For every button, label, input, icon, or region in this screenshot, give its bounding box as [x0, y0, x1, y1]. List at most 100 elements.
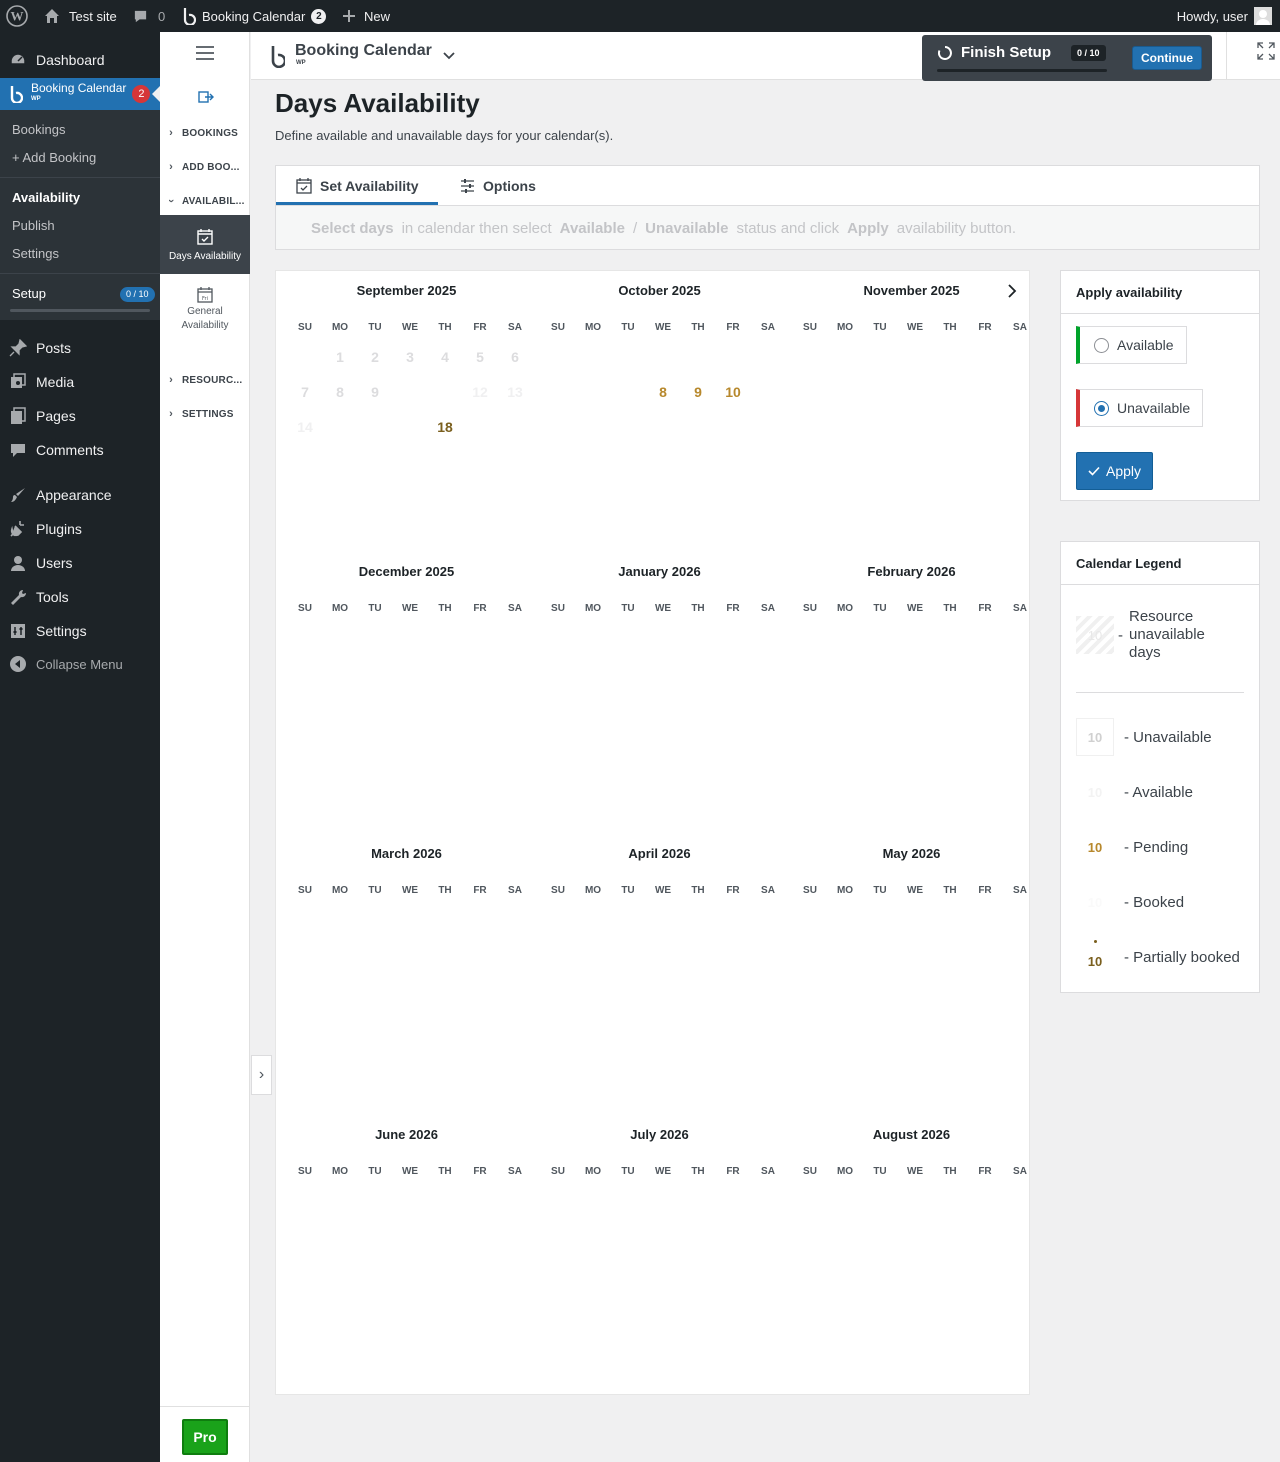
booking-calendar-adminbar-link[interactable]: Booking Calendar 2	[182, 0, 327, 32]
submenu-settings[interactable]: Settings	[12, 246, 59, 261]
legend-dash: -	[1118, 626, 1123, 644]
menu-settings[interactable]: Settings	[0, 614, 160, 648]
calendar-day[interactable]: 7	[301, 384, 309, 400]
menu-posts[interactable]: Posts	[0, 331, 160, 365]
submenu-bookings[interactable]: Bookings	[12, 122, 66, 137]
legend-item-booked: 10 - Booked	[1076, 883, 1184, 921]
comments-link[interactable]: 0	[133, 0, 165, 32]
calendar-day[interactable]: 13	[507, 384, 523, 400]
weekday-header: WE	[654, 603, 672, 614]
new-content-button[interactable]: New	[342, 0, 390, 32]
instruction-hint: Select days in calendar then select Avai…	[311, 220, 1016, 237]
my-account-link[interactable]: Howdy, user	[1177, 0, 1272, 32]
legend-label: - Available	[1124, 783, 1193, 801]
calendar-day[interactable]: 8	[336, 384, 344, 400]
exit-icon[interactable]	[198, 90, 214, 109]
menu-appearance[interactable]: Appearance	[0, 478, 160, 512]
weekday-header: WE	[906, 1166, 924, 1177]
hint-unavailable: Unavailable	[645, 220, 729, 237]
calendar-day[interactable]: 3	[406, 349, 414, 365]
calendar-day[interactable]: 6	[511, 349, 519, 365]
nav-section-availability[interactable]: › AVAILABIL...	[160, 194, 250, 208]
pages-icon	[0, 407, 36, 425]
setup-progress-bar	[10, 309, 150, 312]
tab-set-availability[interactable]: Set Availability	[296, 166, 437, 206]
fullscreen-icon[interactable]	[1257, 42, 1275, 65]
menu-dashboard[interactable]: Dashboard	[0, 43, 160, 77]
submenu-publish[interactable]: Publish	[12, 218, 55, 233]
calendar-day[interactable]: 8	[659, 384, 667, 400]
legend-swatch: 10	[1076, 718, 1114, 756]
partial-marker	[1094, 940, 1097, 943]
available-option[interactable]: Available	[1076, 326, 1187, 364]
calendar-day[interactable]: 9	[371, 384, 379, 400]
submenu-availability[interactable]: Availability	[12, 190, 81, 205]
menu-comments[interactable]: Comments	[0, 433, 160, 467]
calendar-day[interactable]: 18	[437, 419, 453, 435]
month-title: January 2026	[618, 564, 701, 579]
calendar-day[interactable]: 5	[476, 349, 484, 365]
calendar-day[interactable]: 2	[371, 349, 379, 365]
button-label: Apply	[1105, 463, 1142, 479]
menu-booking-calendar[interactable]: Booking Calendar WP 2	[0, 78, 160, 110]
weekday-header: FR	[726, 885, 740, 896]
nav-label: BOOKINGS	[182, 127, 239, 139]
nav-section-resources[interactable]: › RESOURC...	[160, 373, 250, 387]
hint-apply: Apply	[847, 220, 889, 237]
legend-swatch-text: 10	[1087, 953, 1103, 969]
calendar-day[interactable]: 14	[297, 419, 313, 435]
menu-plugins[interactable]: Plugins	[0, 512, 160, 546]
calendar-day[interactable]: 1	[336, 349, 344, 365]
expand-panel-toggle[interactable]: ›	[251, 1055, 272, 1095]
pro-button[interactable]: Pro	[182, 1419, 228, 1455]
chevron-right-icon: ›	[258, 1066, 265, 1083]
weekday-header: SU	[551, 885, 565, 896]
tab-options[interactable]: Options	[460, 166, 536, 206]
calendar-day[interactable]: 4	[441, 349, 449, 365]
unavailable-option[interactable]: Unavailable	[1076, 389, 1204, 427]
site-name-link[interactable]: Test site	[44, 0, 117, 32]
legend-swatch: 10	[1076, 938, 1114, 976]
plugin-title: Booking Calendar	[295, 42, 432, 59]
nav-label: RESOURC...	[182, 374, 243, 386]
menu-tools[interactable]: Tools	[0, 580, 160, 614]
chevron-down-icon: ›	[165, 199, 177, 203]
chevron-down-icon[interactable]	[443, 48, 455, 66]
hint-text: availability button.	[896, 220, 1016, 237]
tab-row: Set Availability Options	[276, 166, 1259, 206]
weekday-header: TH	[691, 322, 705, 333]
menu-media[interactable]: Media	[0, 365, 160, 399]
nav-section-settings[interactable]: › SETTINGS	[160, 407, 250, 421]
collapse-menu-button[interactable]: Collapse Menu	[0, 647, 160, 681]
avatar	[1254, 7, 1272, 25]
radio-available[interactable]	[1094, 337, 1109, 353]
nav-section-bookings[interactable]: › BOOKINGS	[160, 126, 250, 140]
calendar-day[interactable]: 10	[725, 384, 741, 400]
spinner-icon	[938, 46, 952, 60]
calendar-day[interactable]: 12	[472, 384, 488, 400]
apply-button[interactable]: Apply	[1076, 452, 1153, 490]
hamburger-menu-icon[interactable]	[196, 46, 214, 65]
divider	[1226, 32, 1227, 80]
continue-button[interactable]: Continue	[1132, 46, 1202, 70]
setup-progress-bar	[937, 69, 1107, 72]
calendar-day[interactable]: 9	[694, 384, 702, 400]
submenu-setup[interactable]: Setup	[12, 286, 46, 301]
weekday-header: SU	[298, 1166, 312, 1177]
menu-users[interactable]: Users	[0, 546, 160, 580]
wordpress-logo-icon[interactable]: W	[6, 0, 28, 32]
nav-label: SETTINGS	[182, 408, 234, 420]
weekday-header: FR	[473, 1166, 487, 1177]
nav-item-general-availability[interactable]: Fri General Availability	[160, 286, 250, 336]
radio-unavailable[interactable]	[1094, 400, 1109, 416]
user-icon	[0, 554, 36, 572]
submenu-add-booking[interactable]: + Add Booking	[12, 150, 97, 165]
hint-text: in calendar then select	[401, 220, 552, 237]
next-month-button[interactable]	[1006, 283, 1018, 304]
legend-label: days	[1129, 644, 1161, 661]
calendar-check-icon	[296, 178, 312, 194]
nav-item-days-availability[interactable]: Days Availability	[160, 215, 250, 274]
weekday-header: SU	[803, 885, 817, 896]
nav-section-add-booking[interactable]: › ADD BOO...	[160, 160, 250, 174]
menu-pages[interactable]: Pages	[0, 399, 160, 433]
